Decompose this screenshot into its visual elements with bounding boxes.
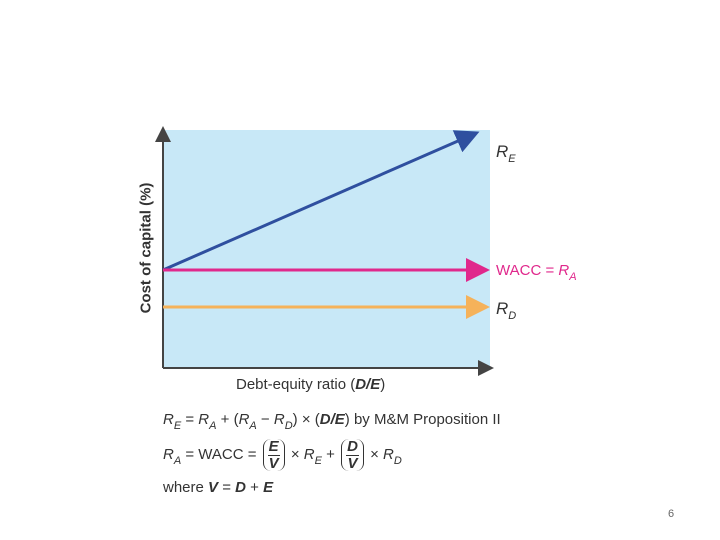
variable: D <box>235 479 246 496</box>
denominator: V <box>268 454 279 472</box>
variable: R <box>163 411 174 428</box>
text-run: + <box>321 446 340 463</box>
text-run: + ( <box>216 411 239 428</box>
text-run: ) × ( <box>292 411 320 428</box>
text-run: × <box>286 446 304 463</box>
rd-label: RD <box>496 299 516 322</box>
variable: E <box>263 479 274 496</box>
text-run: ) <box>380 376 386 393</box>
variable: R <box>496 299 509 318</box>
text-run: Debt-equity ratio ( <box>236 376 356 393</box>
variable: R <box>238 411 250 428</box>
variable: R <box>558 262 570 279</box>
y-axis-label: Cost of capital (%) <box>137 182 155 314</box>
variable: R <box>303 446 315 463</box>
text-run: = WACC = <box>181 446 261 463</box>
text-run: WACC = <box>496 262 559 279</box>
variable: R <box>163 446 174 463</box>
subscript: A <box>209 420 217 432</box>
text-run: × <box>365 446 384 463</box>
text-run: = <box>218 479 236 496</box>
subscript: A <box>569 271 577 283</box>
subscript: D <box>508 310 517 322</box>
x-axis-label: Debt-equity ratio (D/E) <box>236 377 385 392</box>
variable: R <box>383 446 394 463</box>
variable: V <box>208 479 219 496</box>
plot-area <box>163 130 490 368</box>
subscript: D <box>284 420 293 432</box>
subscript: A <box>249 420 257 432</box>
subscript: A <box>173 455 182 467</box>
numerator: D <box>346 437 359 456</box>
formula: where V = D + E <box>163 480 273 495</box>
wacc-label: WACC = RA <box>496 262 577 283</box>
variable: R <box>198 411 210 428</box>
subscript: D <box>393 455 402 467</box>
text-run: ) by M&M Proposition II <box>344 411 501 428</box>
denominator: V <box>347 454 358 472</box>
text-run: where <box>163 479 209 496</box>
re-line <box>162 130 480 272</box>
subscript: E <box>173 420 182 432</box>
re-label: RE <box>496 142 516 165</box>
variable: R <box>496 142 509 161</box>
subscript: E <box>314 455 322 467</box>
variable: D/E <box>319 411 345 428</box>
formula: RE = RA + (RA − RD) × (D/E) by M&M Propo… <box>163 411 501 432</box>
variable: R <box>273 411 285 428</box>
text-run: − <box>256 411 274 428</box>
text-run: + <box>246 479 264 496</box>
subscript: E <box>508 153 516 165</box>
variable: D/E <box>355 376 381 393</box>
page-number: 6 <box>668 508 675 520</box>
numerator: E <box>267 437 280 456</box>
text-run: = <box>181 411 199 428</box>
